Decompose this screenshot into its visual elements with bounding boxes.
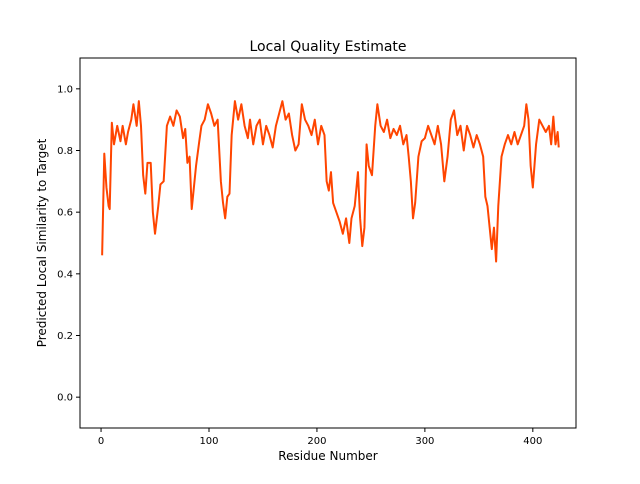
y-tick-label: 0.6 (57, 208, 73, 219)
x-tick-label: 0 (98, 436, 104, 447)
y-tick-label: 1.0 (57, 84, 73, 95)
line-series (101, 100, 560, 263)
plot-frame (79, 57, 577, 429)
chart-title: Local Quality Estimate (249, 39, 406, 55)
y-tick-label: 0.2 (57, 331, 73, 342)
y-tick-label: 0.8 (57, 146, 73, 157)
y-tick-label: 0.4 (57, 269, 73, 280)
y-tick-label: 0.0 (57, 393, 73, 404)
x-axis-label: Residue Number (278, 449, 377, 463)
x-tick-label: 200 (307, 436, 326, 447)
x-tick-label: 100 (199, 436, 218, 447)
x-tick-label: 300 (415, 436, 434, 447)
x-tick-label: 400 (523, 436, 542, 447)
y-axis-label: Predicted Local Similarity to Target (35, 138, 49, 347)
